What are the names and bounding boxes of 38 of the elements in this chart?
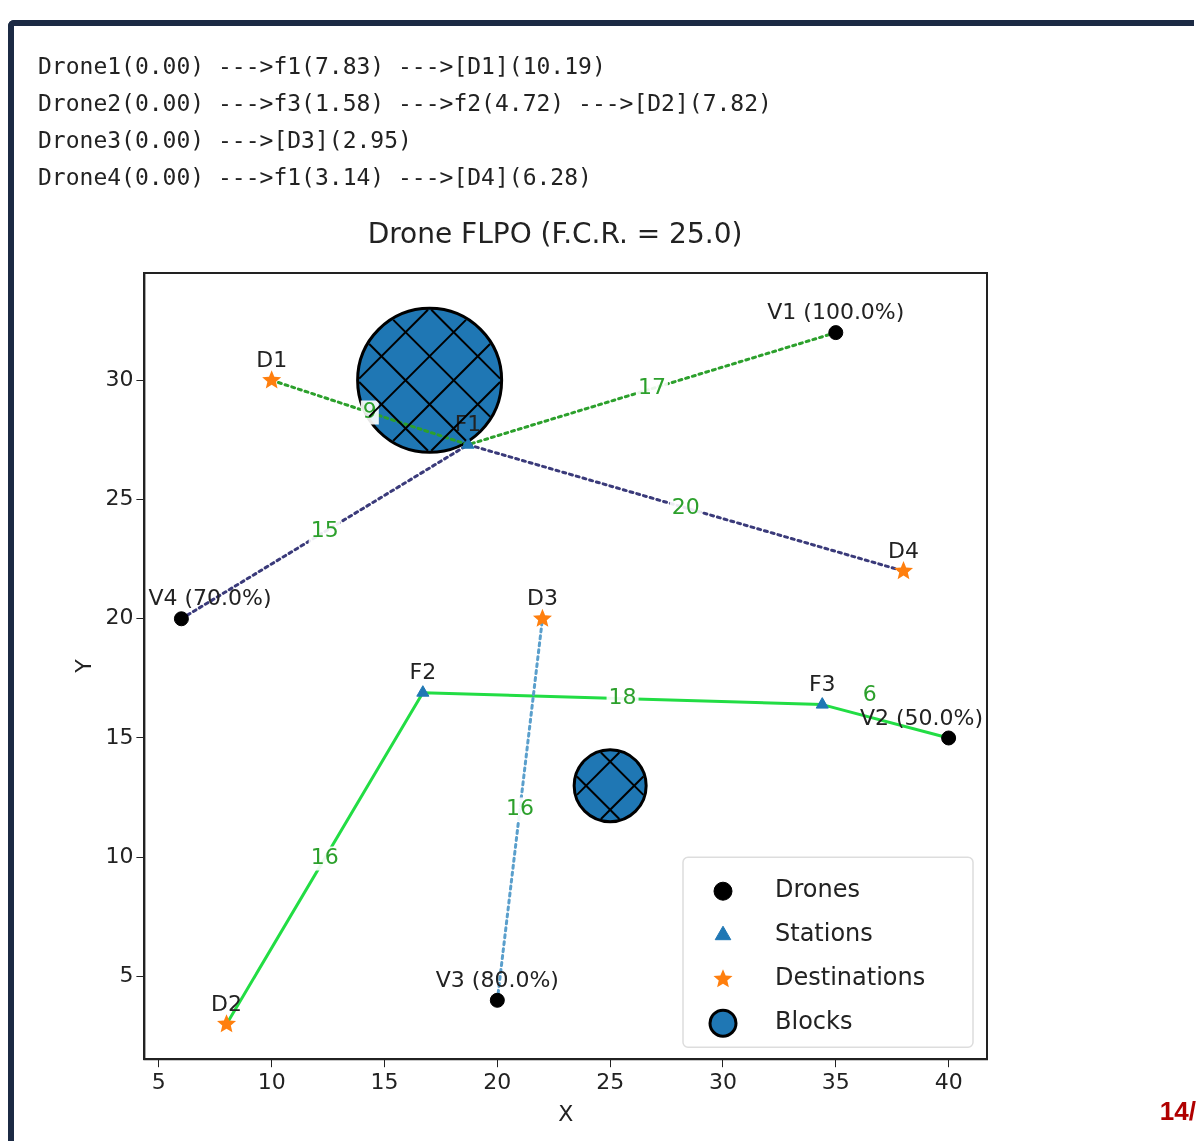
annotation: 16 [310, 844, 339, 870]
annotation: D3 [526, 585, 558, 611]
legend-label: Drones [775, 875, 860, 904]
annotation: V1 (100.0%) [767, 299, 905, 325]
annotation: 17 [637, 374, 666, 400]
annotation: D4 [888, 537, 919, 563]
x-tick-label: 5 [151, 1069, 166, 1095]
annotation: F3 [808, 671, 836, 697]
legend-label: Destinations [775, 963, 926, 992]
chart-subtitle: Drone1(0.00) --->f1(7.83) --->[D1](10.19) Drone2(0.00) --->f3(1.58) --->f2(4.72) --->[D2](7.82) Drone3(0.00) --->[D3](2.95) Drone4(0.00) --->f1(3.14) --->[D4](6.28) [38, 52, 772, 192]
x-tick-label: 10 [257, 1069, 286, 1095]
y-tick-label: 10 [105, 842, 134, 868]
y-tick-label: 5 [119, 962, 134, 988]
chart-title: Drone FLPO (F.C.R. = 25.0) [367, 217, 743, 251]
x-tick-label: 35 [821, 1069, 850, 1095]
legend-label: Stations [775, 919, 873, 948]
annotation: F2 [409, 659, 437, 685]
y-tick-label: 20 [105, 604, 134, 630]
x-axis-title: X [558, 1100, 574, 1126]
legend-label: Blocks [775, 1007, 853, 1036]
annotation: F1 [454, 411, 482, 437]
annotation: 6 [862, 680, 877, 706]
annotation: 16 [505, 795, 534, 821]
annotation: 15 [310, 517, 339, 543]
x-tick-label: 25 [596, 1069, 625, 1095]
x-tick-label: 40 [934, 1069, 963, 1095]
annotation: 20 [671, 493, 700, 519]
annotation: 18 [608, 684, 637, 710]
annotation: 9 [362, 398, 377, 424]
text: 14/ [1159, 1096, 1196, 1127]
y-tick-label: 25 [105, 485, 134, 511]
x-tick-label: 15 [370, 1069, 399, 1095]
x-tick-label: 20 [483, 1069, 512, 1095]
y-axis-title: Y [70, 658, 96, 674]
y-tick-label: 15 [105, 723, 134, 749]
y-tick-label: 30 [105, 366, 134, 392]
annotation: D1 [256, 347, 288, 373]
x-tick-label: 30 [708, 1069, 737, 1095]
